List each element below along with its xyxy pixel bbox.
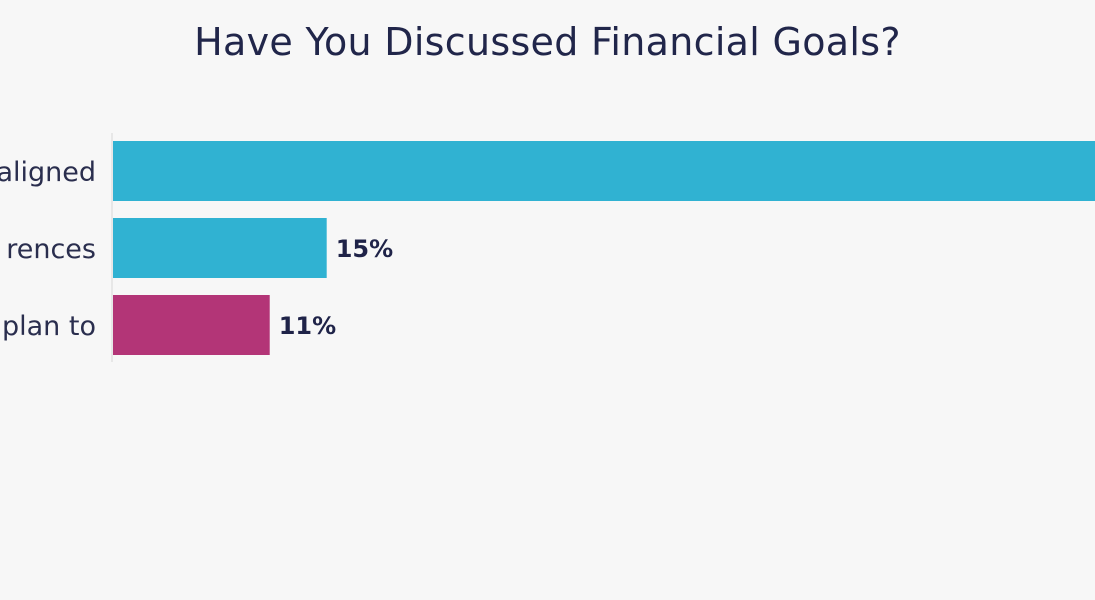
value-label-3: 11% xyxy=(279,312,336,340)
category-label-3: plan to xyxy=(2,311,96,342)
bar-3 xyxy=(113,295,270,355)
bar-1 xyxy=(113,141,1095,201)
category-label-1: aligned xyxy=(0,157,96,188)
bar-2 xyxy=(113,218,327,278)
category-label-2: rences xyxy=(6,234,96,265)
value-label-2: 15% xyxy=(336,235,393,263)
chart-title: Have You Discussed Financial Goals? xyxy=(194,20,901,64)
